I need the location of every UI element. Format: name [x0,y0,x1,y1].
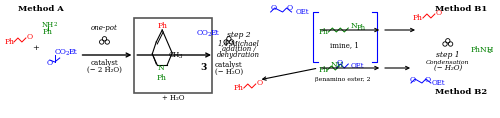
Text: CO: CO [197,29,209,37]
Text: (− H₂O): (− H₂O) [215,68,243,76]
Text: O: O [425,76,431,84]
Text: O: O [336,59,342,67]
Text: Ph: Ph [234,84,244,92]
Text: OEt: OEt [350,62,364,70]
Text: Ph: Ph [156,74,166,82]
Text: Et: Et [211,29,220,37]
Text: OEt: OEt [432,79,446,87]
Text: dehydration: dehydration [218,51,260,59]
Text: Method A: Method A [18,5,64,13]
Text: Ph: Ph [413,14,423,22]
Text: +: + [32,44,40,52]
Text: NH: NH [42,21,54,29]
Text: one-pot: one-pot [91,24,118,32]
Text: Condensation: Condensation [426,59,470,65]
Text: Ph: Ph [43,28,53,36]
Text: 3: 3 [201,63,207,72]
Text: O: O [270,4,276,12]
Text: N: N [350,22,357,30]
Text: addition /: addition / [222,45,256,53]
Text: CH: CH [168,51,180,59]
Text: 2: 2 [208,32,212,37]
Text: CO: CO [54,48,66,56]
Text: N: N [158,64,164,72]
Text: O: O [27,33,33,41]
Text: 2: 2 [488,49,491,54]
Text: (− 2 H₂O): (− 2 H₂O) [87,66,122,74]
Text: OEt: OEt [296,8,309,16]
Text: Et: Et [68,48,78,56]
Text: O: O [46,59,53,67]
Text: Ph: Ph [356,24,366,32]
Text: Method B1: Method B1 [436,5,488,13]
Text: NH: NH [330,61,344,69]
Text: O: O [286,4,292,12]
Text: 1,4-Michael: 1,4-Michael [218,39,260,47]
Text: + H₂O: + H₂O [162,94,184,102]
Text: O: O [256,79,263,87]
Text: PhNH: PhNH [470,46,494,54]
Text: imine, 1: imine, 1 [330,41,358,49]
Text: βenamino ester, 2: βenamino ester, 2 [314,78,370,82]
Text: Ph: Ph [318,28,328,36]
Text: step 1: step 1 [436,51,460,59]
Bar [134,18,212,93]
Text: Ph: Ph [157,22,167,30]
Text: 2: 2 [66,51,69,56]
Text: catalyst: catalyst [215,61,242,69]
Text: O: O [436,9,442,17]
Text: Method B2: Method B2 [436,88,488,96]
Text: catalyst: catalyst [90,59,118,67]
Text: step 2: step 2 [227,31,250,39]
Text: 2: 2 [54,23,57,27]
Text: 3: 3 [178,54,182,59]
Text: (− H₂O): (− H₂O) [434,64,462,72]
Text: O: O [410,76,416,84]
Text: Ph: Ph [318,66,328,74]
Text: Ph: Ph [5,38,15,46]
